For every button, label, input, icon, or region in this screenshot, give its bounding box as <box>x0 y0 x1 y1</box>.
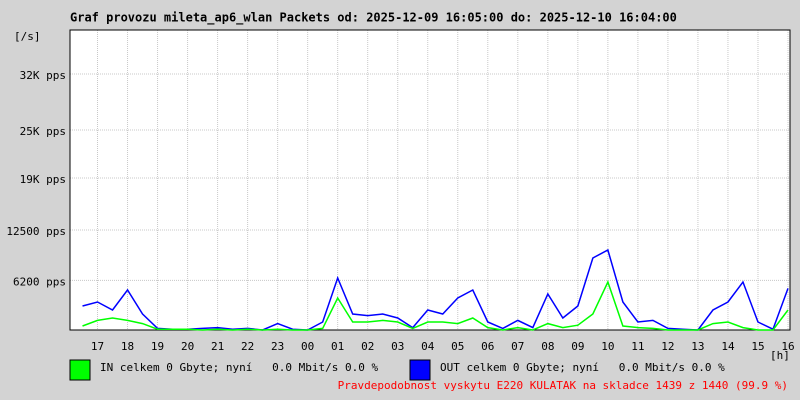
x-tick-label: 18 <box>121 340 134 353</box>
x-unit: [h] <box>770 349 790 362</box>
legend-label: IN celkem 0 Gbyte; nyní 0.0 Mbit/s 0.0 % <box>100 361 379 374</box>
x-tick-label: 13 <box>691 340 704 353</box>
x-tick-label: 08 <box>541 340 554 353</box>
legend-label: OUT celkem 0 Gbyte; nyní 0.0 Mbit/s 0.0 … <box>440 361 725 374</box>
y-tick-label: 32K pps <box>20 69 66 82</box>
x-tick-label: 15 <box>751 340 764 353</box>
x-tick-label: 10 <box>601 340 614 353</box>
legend-swatch <box>69 359 91 381</box>
x-tick-label: 21 <box>211 340 224 353</box>
y-tick-label: 25K pps <box>20 125 66 138</box>
chart-title: Graf provozu mileta_ap6_wlan Packets od:… <box>70 11 677 26</box>
x-tick-label: 00 <box>301 340 314 353</box>
y-tick-label: 12500 pps <box>6 225 66 238</box>
x-tick-label: 04 <box>421 340 435 353</box>
x-tick-label: 02 <box>361 340 374 353</box>
x-tick-label: 20 <box>181 340 194 353</box>
series-line <box>82 279 789 331</box>
y-tick-label: 6200 pps <box>13 275 66 288</box>
plot-border <box>69 29 791 331</box>
x-tick-label: 14 <box>721 340 735 353</box>
y-unit: [/s] <box>14 30 41 43</box>
x-tick-label: 11 <box>631 340 644 353</box>
x-tick-label: 03 <box>391 340 404 353</box>
series-line <box>82 248 789 331</box>
x-tick-label: 05 <box>451 340 464 353</box>
x-tick-label: 22 <box>241 340 254 353</box>
y-tick-label: 19K pps <box>20 173 66 186</box>
x-tick-label: 16 <box>781 340 794 353</box>
x-tick-label: 06 <box>481 340 494 353</box>
x-tick-label: 09 <box>571 340 584 353</box>
x-tick-label: 19 <box>151 340 164 353</box>
x-tick-label: 17 <box>91 340 104 353</box>
legend-swatch <box>409 359 431 381</box>
x-tick-label: 23 <box>271 340 284 353</box>
footer: Pravdepodobnost vyskytu E220 KULATAK na … <box>338 379 788 392</box>
x-tick-label: 01 <box>331 340 344 353</box>
x-tick-label: 07 <box>511 340 524 353</box>
x-tick-label: 12 <box>661 340 674 353</box>
plot-area <box>70 30 790 330</box>
